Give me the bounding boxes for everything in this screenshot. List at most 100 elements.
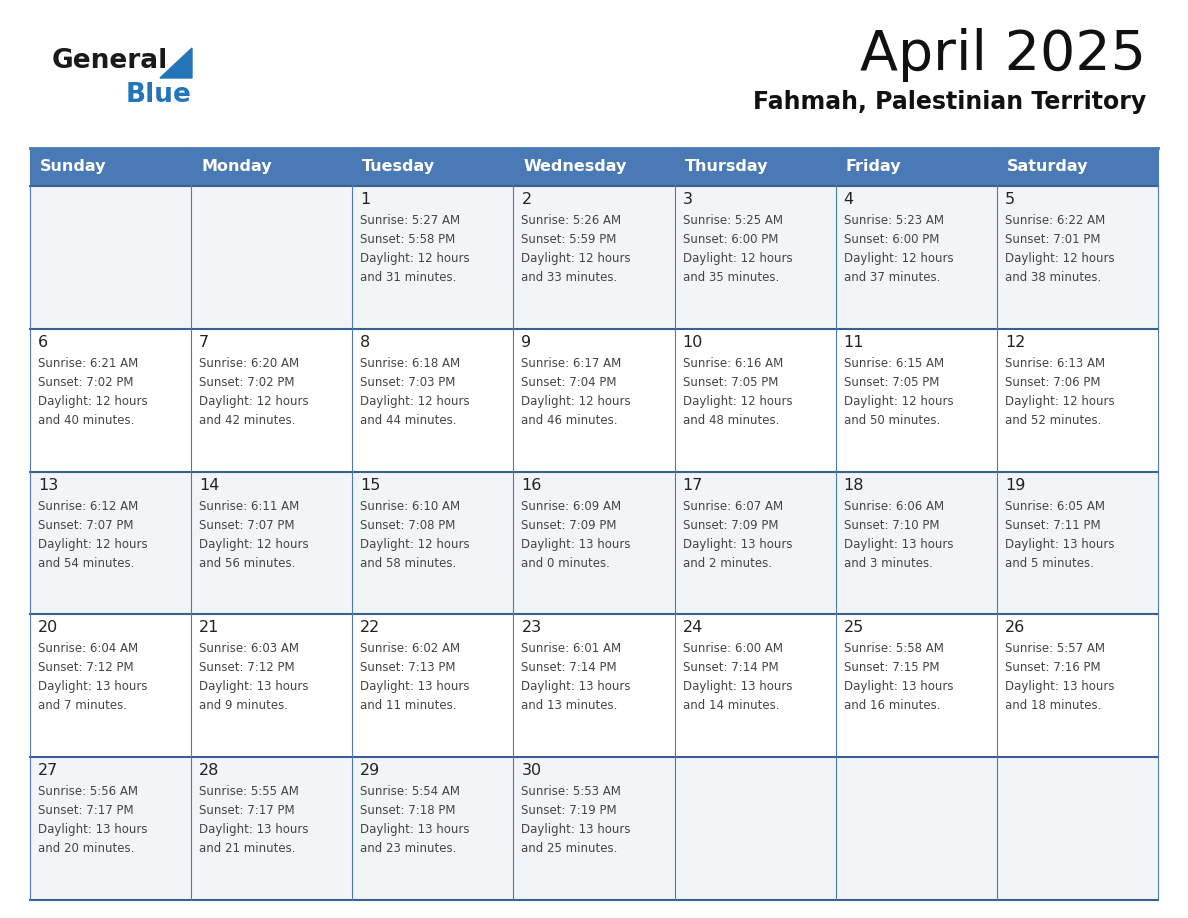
Text: Daylight: 13 hours: Daylight: 13 hours — [522, 823, 631, 836]
Text: Daylight: 12 hours: Daylight: 12 hours — [522, 252, 631, 265]
Text: Daylight: 13 hours: Daylight: 13 hours — [522, 538, 631, 551]
Text: Sunday: Sunday — [40, 160, 107, 174]
Text: 8: 8 — [360, 335, 371, 350]
Bar — [30, 614, 1158, 757]
Text: and 40 minutes.: and 40 minutes. — [38, 414, 134, 427]
Text: Sunset: 7:07 PM: Sunset: 7:07 PM — [38, 519, 133, 532]
Text: Sunset: 7:04 PM: Sunset: 7:04 PM — [522, 375, 617, 389]
Text: Sunrise: 6:15 AM: Sunrise: 6:15 AM — [843, 357, 943, 370]
Text: Sunset: 7:09 PM: Sunset: 7:09 PM — [683, 519, 778, 532]
Text: and 16 minutes.: and 16 minutes. — [843, 700, 940, 712]
Text: Daylight: 13 hours: Daylight: 13 hours — [360, 680, 469, 693]
Text: and 20 minutes.: and 20 minutes. — [38, 842, 134, 856]
Text: and 0 minutes.: and 0 minutes. — [522, 556, 611, 569]
Text: 26: 26 — [1005, 621, 1025, 635]
Text: and 21 minutes.: and 21 minutes. — [200, 842, 296, 856]
Text: Sunset: 7:09 PM: Sunset: 7:09 PM — [522, 519, 617, 532]
Text: Sunset: 7:17 PM: Sunset: 7:17 PM — [200, 804, 295, 817]
Text: Sunrise: 6:12 AM: Sunrise: 6:12 AM — [38, 499, 138, 512]
Text: Sunrise: 6:03 AM: Sunrise: 6:03 AM — [200, 643, 299, 655]
Text: Sunrise: 5:26 AM: Sunrise: 5:26 AM — [522, 214, 621, 227]
Text: 12: 12 — [1005, 335, 1025, 350]
Text: Sunset: 7:14 PM: Sunset: 7:14 PM — [683, 661, 778, 675]
Text: Blue: Blue — [126, 82, 192, 108]
Text: 15: 15 — [360, 477, 380, 493]
Text: Sunset: 7:18 PM: Sunset: 7:18 PM — [360, 804, 456, 817]
Text: Sunrise: 5:27 AM: Sunrise: 5:27 AM — [360, 214, 461, 227]
Text: Sunset: 7:05 PM: Sunset: 7:05 PM — [683, 375, 778, 389]
Text: 25: 25 — [843, 621, 864, 635]
Text: Daylight: 12 hours: Daylight: 12 hours — [843, 395, 953, 408]
Text: Sunset: 7:01 PM: Sunset: 7:01 PM — [1005, 233, 1100, 246]
Text: and 25 minutes.: and 25 minutes. — [522, 842, 618, 856]
Text: Daylight: 12 hours: Daylight: 12 hours — [522, 395, 631, 408]
Text: Sunset: 7:10 PM: Sunset: 7:10 PM — [843, 519, 940, 532]
Text: Sunset: 7:08 PM: Sunset: 7:08 PM — [360, 519, 456, 532]
Text: and 42 minutes.: and 42 minutes. — [200, 414, 296, 427]
Text: Daylight: 12 hours: Daylight: 12 hours — [843, 252, 953, 265]
Text: Sunrise: 6:11 AM: Sunrise: 6:11 AM — [200, 499, 299, 512]
Bar — [30, 186, 1158, 329]
Text: and 56 minutes.: and 56 minutes. — [200, 556, 296, 569]
Text: Daylight: 13 hours: Daylight: 13 hours — [200, 680, 309, 693]
Text: 2: 2 — [522, 192, 531, 207]
Text: 1: 1 — [360, 192, 371, 207]
Text: and 18 minutes.: and 18 minutes. — [1005, 700, 1101, 712]
Text: 7: 7 — [200, 335, 209, 350]
Text: Sunset: 7:19 PM: Sunset: 7:19 PM — [522, 804, 617, 817]
Text: and 44 minutes.: and 44 minutes. — [360, 414, 456, 427]
Text: Thursday: Thursday — [684, 160, 769, 174]
Text: Wednesday: Wednesday — [524, 160, 627, 174]
Text: Daylight: 12 hours: Daylight: 12 hours — [360, 395, 470, 408]
Text: Saturday: Saturday — [1007, 160, 1088, 174]
Text: Daylight: 12 hours: Daylight: 12 hours — [1005, 252, 1114, 265]
Text: Sunset: 6:00 PM: Sunset: 6:00 PM — [683, 233, 778, 246]
Text: Sunset: 7:11 PM: Sunset: 7:11 PM — [1005, 519, 1100, 532]
Text: Sunset: 7:07 PM: Sunset: 7:07 PM — [200, 519, 295, 532]
Text: and 13 minutes.: and 13 minutes. — [522, 700, 618, 712]
Text: Sunrise: 6:22 AM: Sunrise: 6:22 AM — [1005, 214, 1105, 227]
Text: Daylight: 13 hours: Daylight: 13 hours — [200, 823, 309, 836]
Text: Sunrise: 6:04 AM: Sunrise: 6:04 AM — [38, 643, 138, 655]
Text: 27: 27 — [38, 763, 58, 778]
Bar — [30, 472, 1158, 614]
Text: and 48 minutes.: and 48 minutes. — [683, 414, 779, 427]
Text: 17: 17 — [683, 477, 703, 493]
Text: Sunrise: 5:55 AM: Sunrise: 5:55 AM — [200, 785, 299, 798]
Text: Daylight: 12 hours: Daylight: 12 hours — [200, 538, 309, 551]
Text: and 33 minutes.: and 33 minutes. — [522, 271, 618, 284]
Text: and 35 minutes.: and 35 minutes. — [683, 271, 779, 284]
Bar — [30, 757, 1158, 900]
Text: Daylight: 12 hours: Daylight: 12 hours — [683, 395, 792, 408]
Text: Daylight: 13 hours: Daylight: 13 hours — [38, 823, 147, 836]
Text: and 2 minutes.: and 2 minutes. — [683, 556, 771, 569]
Text: and 58 minutes.: and 58 minutes. — [360, 556, 456, 569]
Text: 10: 10 — [683, 335, 703, 350]
Text: Daylight: 12 hours: Daylight: 12 hours — [38, 538, 147, 551]
Text: 18: 18 — [843, 477, 864, 493]
Text: General: General — [52, 48, 169, 74]
Polygon shape — [160, 48, 192, 78]
Text: 28: 28 — [200, 763, 220, 778]
Text: 24: 24 — [683, 621, 703, 635]
Text: and 52 minutes.: and 52 minutes. — [1005, 414, 1101, 427]
Text: Daylight: 12 hours: Daylight: 12 hours — [360, 538, 470, 551]
Text: and 37 minutes.: and 37 minutes. — [843, 271, 940, 284]
Text: Sunrise: 5:57 AM: Sunrise: 5:57 AM — [1005, 643, 1105, 655]
Text: Sunset: 7:03 PM: Sunset: 7:03 PM — [360, 375, 456, 389]
Text: Sunrise: 6:09 AM: Sunrise: 6:09 AM — [522, 499, 621, 512]
Text: and 7 minutes.: and 7 minutes. — [38, 700, 127, 712]
Text: Sunset: 7:06 PM: Sunset: 7:06 PM — [1005, 375, 1100, 389]
Text: Sunset: 7:16 PM: Sunset: 7:16 PM — [1005, 661, 1100, 675]
Text: and 50 minutes.: and 50 minutes. — [843, 414, 940, 427]
Text: 14: 14 — [200, 477, 220, 493]
Text: Daylight: 13 hours: Daylight: 13 hours — [522, 680, 631, 693]
Text: Sunrise: 6:05 AM: Sunrise: 6:05 AM — [1005, 499, 1105, 512]
Text: 20: 20 — [38, 621, 58, 635]
Text: Sunset: 6:00 PM: Sunset: 6:00 PM — [843, 233, 939, 246]
Text: Sunrise: 6:16 AM: Sunrise: 6:16 AM — [683, 357, 783, 370]
Text: and 54 minutes.: and 54 minutes. — [38, 556, 134, 569]
Text: Daylight: 13 hours: Daylight: 13 hours — [1005, 680, 1114, 693]
Text: Daylight: 12 hours: Daylight: 12 hours — [1005, 395, 1114, 408]
Text: Sunrise: 6:02 AM: Sunrise: 6:02 AM — [360, 643, 461, 655]
